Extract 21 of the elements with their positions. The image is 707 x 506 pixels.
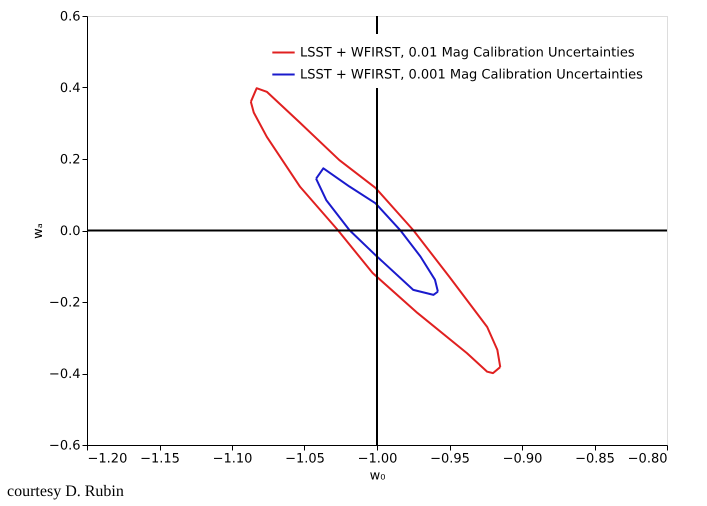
x-axis-title: w₀ (370, 468, 386, 484)
x-tick-label: −0.90 (502, 452, 542, 466)
y-axis-title: wₐ (30, 223, 46, 239)
x-tick-label: −1.20 (88, 452, 128, 466)
x-tick-label: −0.85 (575, 452, 615, 466)
x-tick-label: −0.80 (628, 452, 668, 466)
y-tick-label: 0.2 (60, 152, 80, 168)
y-tick-label: 0.6 (60, 10, 80, 24)
x-tick-label: −1.05 (285, 452, 325, 466)
y-tick-label: −0.6 (48, 438, 80, 454)
y-tick-label: 0.4 (60, 81, 80, 96)
x-tick-label: −0.95 (430, 452, 470, 466)
text: courtesy D. Rubin (7, 483, 124, 500)
legend-label: LSST + WFIRST, 0.001 Mag Calibration Uncertainties (300, 68, 644, 82)
y-tick-label: 0.0 (60, 224, 80, 239)
y-tick-label: −0.2 (48, 296, 80, 310)
y-tick-label: −0.4 (48, 367, 80, 382)
x-tick-label: −1.15 (140, 452, 180, 466)
legend-label: LSST + WFIRST, 0.01 Mag Calibration Uncertainties (300, 46, 635, 60)
x-tick-label: −1.00 (358, 452, 398, 466)
x-tick-label: −1.10 (212, 452, 252, 466)
